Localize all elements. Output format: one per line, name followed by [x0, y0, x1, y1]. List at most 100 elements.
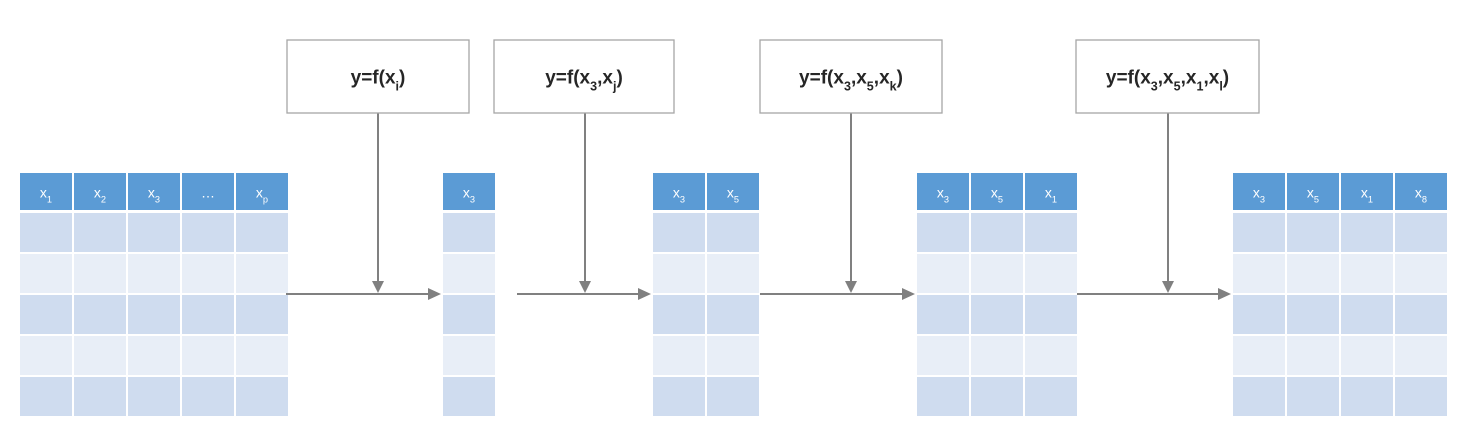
- table-cell: [1025, 295, 1077, 334]
- column-header-label: x8: [1415, 185, 1427, 205]
- table-cell: [653, 336, 705, 375]
- column-header-label: x5: [991, 185, 1003, 205]
- function-box-4: y=f(x3,x5,x1,xl): [1075, 39, 1260, 114]
- table-cell: [443, 377, 495, 416]
- function-box-2: y=f(x3,xj): [493, 39, 675, 114]
- table-cell: [20, 377, 72, 416]
- table-cell: [74, 213, 126, 252]
- function-boxes-layer: y=f(xi) y=f(x3,xj) y=f(x3,x5,xk) y=f(x3,x5,…: [286, 39, 1260, 114]
- table-cell: [1233, 295, 1285, 334]
- table-cell: [74, 295, 126, 334]
- table-cell: [20, 213, 72, 252]
- table-cell: [707, 295, 759, 334]
- table-cell: [707, 213, 759, 252]
- table-cell: [707, 377, 759, 416]
- function-label: y=f(x3,x5,xk): [799, 68, 903, 94]
- table-cell: [707, 336, 759, 375]
- function-box-frame: [1075, 39, 1260, 114]
- table-cell: [128, 254, 180, 293]
- table-cell: [971, 295, 1023, 334]
- column-header-label: x1: [1361, 185, 1373, 205]
- column-header-label: x3: [463, 185, 475, 205]
- input-arrow-head: [372, 281, 384, 293]
- column-header-label: x5: [1307, 185, 1319, 205]
- column-header-cell: [1395, 173, 1447, 210]
- column-header-cell: [653, 173, 705, 210]
- table-cell: [236, 213, 288, 252]
- table-cell: [971, 377, 1023, 416]
- function-box-frame: [286, 39, 470, 114]
- table-cell: [1341, 295, 1393, 334]
- column-header-label: x1: [40, 185, 52, 205]
- flow-arrow-head: [638, 288, 651, 300]
- column-header-label: …: [201, 185, 215, 201]
- connectors-layer: [286, 113, 1231, 300]
- table-cell: [20, 336, 72, 375]
- table-cell: [1025, 377, 1077, 416]
- column-header-cell: [74, 173, 126, 210]
- table-cell: [971, 336, 1023, 375]
- column-header-label: x3: [937, 185, 949, 205]
- table-cell: [653, 254, 705, 293]
- table-cell: [1341, 336, 1393, 375]
- table-cell: [74, 377, 126, 416]
- table-cell: [1233, 377, 1285, 416]
- table-cell: [1025, 336, 1077, 375]
- table-cell: [1287, 254, 1339, 293]
- table-cell: [128, 377, 180, 416]
- table-cell: [236, 336, 288, 375]
- table-cell: [1395, 336, 1447, 375]
- column-header-label: x3: [148, 185, 160, 205]
- table-cell: [1233, 336, 1285, 375]
- feature-table-2: x3: [443, 173, 495, 416]
- function-box-3: y=f(x3,x5,xk): [759, 39, 943, 114]
- table-cell: [707, 254, 759, 293]
- table-cell: [182, 295, 234, 334]
- table-cell: [1233, 213, 1285, 252]
- column-header-label: x1: [1045, 185, 1057, 205]
- column-header-cell: [971, 173, 1023, 210]
- table-cell: [74, 254, 126, 293]
- table-cell: [128, 295, 180, 334]
- table-cell: [917, 377, 969, 416]
- feature-table-3: x3 x5: [653, 173, 759, 416]
- table-cell: [1287, 295, 1339, 334]
- table-cell: [236, 295, 288, 334]
- input-arrow-head: [1162, 281, 1174, 293]
- column-header-label: xp: [256, 185, 268, 205]
- table-cell: [917, 336, 969, 375]
- column-header-cell: [236, 173, 288, 210]
- column-header-cell: [182, 173, 234, 210]
- table-cell: [917, 295, 969, 334]
- table-cell: [1395, 254, 1447, 293]
- column-header-cell: [1233, 173, 1285, 210]
- table-cell: [443, 213, 495, 252]
- table-cell: [1287, 336, 1339, 375]
- column-header-cell: [917, 173, 969, 210]
- table-cell: [1025, 213, 1077, 252]
- table-cell: [1341, 254, 1393, 293]
- function-label: y=f(xi): [351, 68, 406, 94]
- table-cell: [182, 213, 234, 252]
- column-header-cell: [443, 173, 495, 210]
- feature-table-1: x1 x2 x3 … xp: [20, 173, 288, 416]
- input-arrow-head: [579, 281, 591, 293]
- feature-table-5: x3 x5 x1 x8: [1233, 173, 1447, 416]
- table-cell: [1395, 377, 1447, 416]
- flow-arrow-head: [428, 288, 441, 300]
- table-cell: [443, 336, 495, 375]
- column-header-label: x2: [94, 185, 106, 205]
- column-header-cell: [1341, 173, 1393, 210]
- table-cell: [1395, 295, 1447, 334]
- input-arrow-head: [845, 281, 857, 293]
- column-header-label: x5: [727, 185, 739, 205]
- function-label: y=f(x3,x5,x1,xl): [1106, 68, 1229, 94]
- table-cell: [653, 377, 705, 416]
- table-cell: [182, 377, 234, 416]
- table-cell: [20, 254, 72, 293]
- column-header-cell: [1287, 173, 1339, 210]
- column-header-label: x3: [673, 185, 685, 205]
- table-cell: [128, 213, 180, 252]
- column-header-label: x3: [1253, 185, 1265, 205]
